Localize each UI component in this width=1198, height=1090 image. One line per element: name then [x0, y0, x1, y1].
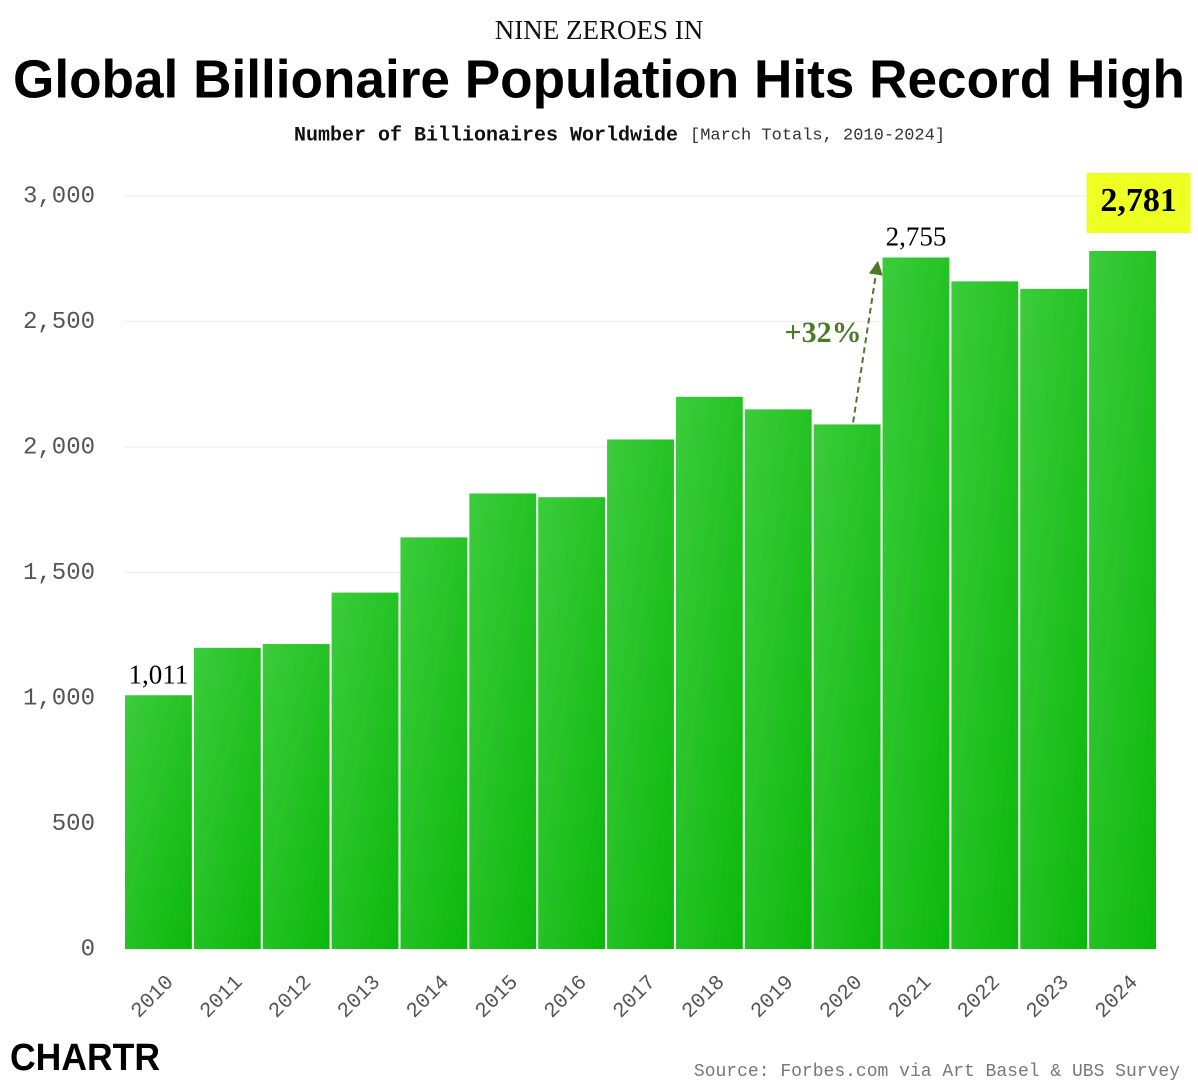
bar [469, 493, 537, 949]
x-tick-label: 2014 [403, 972, 455, 1024]
bar [744, 409, 812, 950]
bar [813, 424, 881, 949]
annotation: +32% [785, 316, 862, 349]
bar [125, 695, 192, 949]
label-highlight [1086, 172, 1191, 233]
bar [262, 644, 330, 949]
y-tick-label: 0 [81, 936, 95, 963]
y-tick-label: 2,000 [23, 434, 95, 461]
bar [331, 592, 399, 949]
bar [193, 647, 261, 949]
bar [882, 257, 950, 949]
data-label: 1,011 [129, 659, 189, 689]
x-tick-label: 2019 [747, 972, 799, 1024]
x-tick-label: 2011 [196, 972, 248, 1024]
y-tick-label: 500 [52, 811, 95, 838]
chart-title: Global Billionaire Population Hits Recor… [13, 49, 1185, 109]
subtitle: Number of Billionaires Worldwide [294, 124, 678, 147]
data-label: 2,755 [886, 222, 947, 252]
x-tick-label: 2023 [1023, 972, 1075, 1024]
x-tick-label: 2016 [541, 972, 593, 1024]
x-tick-label: 2020 [816, 972, 868, 1024]
source: Source: Forbes.com via Art Basel & UBS S… [694, 1062, 1180, 1082]
x-tick-label: 2022 [954, 972, 1006, 1024]
x-tick-label: 2024 [1092, 972, 1144, 1024]
bar [400, 537, 468, 949]
x-tick-label: 2017 [609, 972, 661, 1024]
annotation-arrow [852, 260, 883, 423]
x-tick-label: 2021 [885, 972, 937, 1024]
bar [1089, 250, 1156, 949]
bar [538, 497, 606, 949]
x-tick-label: 2012 [265, 972, 317, 1024]
brand-logo: CHARTR [10, 1037, 160, 1079]
data-label: 2,781 [1100, 182, 1177, 219]
bar [675, 396, 743, 949]
bar [607, 439, 674, 949]
y-tick-label: 3,000 [23, 183, 95, 210]
x-tick-label: 2018 [678, 972, 730, 1024]
bar [1020, 288, 1088, 949]
subtitle-note: [March Totals, 2010-2024] [690, 126, 945, 145]
x-tick-label: 2015 [472, 972, 524, 1024]
kicker: NINE ZEROES IN [495, 15, 703, 45]
x-tick-label: 2010 [127, 972, 179, 1024]
bar [951, 281, 1019, 950]
y-tick-label: 1,500 [23, 560, 95, 587]
y-tick-label: 2,500 [23, 309, 95, 336]
x-tick-label: 2013 [334, 972, 386, 1024]
y-tick-label: 1,000 [23, 685, 95, 712]
